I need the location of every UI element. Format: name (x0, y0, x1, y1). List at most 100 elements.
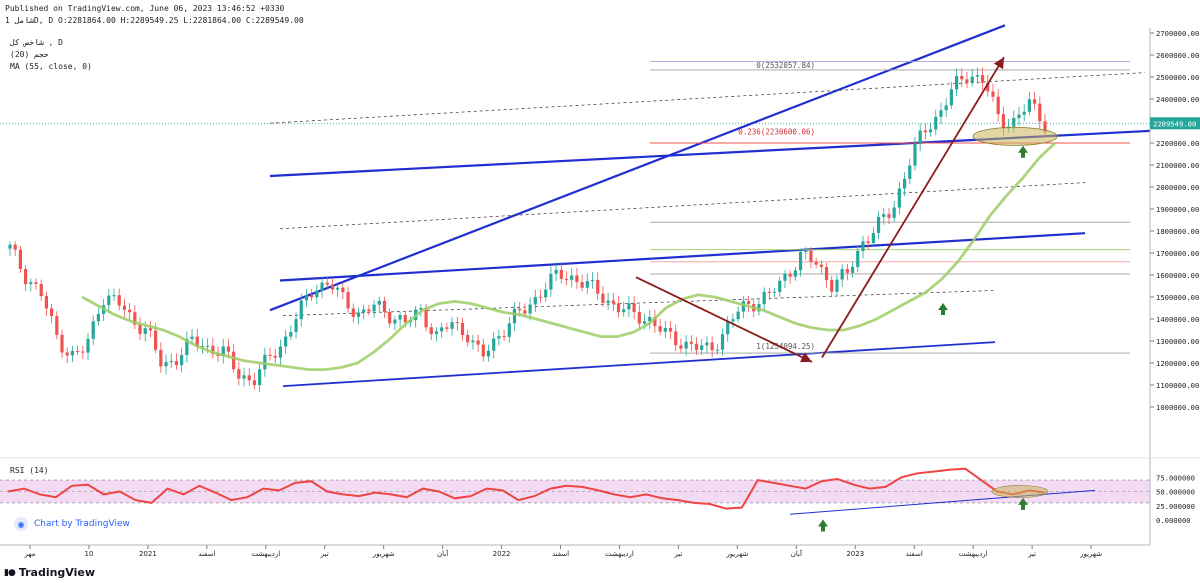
candle-body (174, 360, 179, 366)
candle-body (429, 327, 433, 335)
candle-body (362, 309, 366, 313)
candle-body (289, 331, 293, 337)
rsi-highlight (991, 485, 1049, 498)
candle-body (975, 75, 979, 77)
candle-body (679, 345, 683, 349)
candle-body (694, 343, 699, 350)
x-tick-label: شهریور (725, 550, 748, 558)
candle-body (185, 338, 189, 356)
candle-body (492, 338, 496, 351)
legend-volume[interactable]: (20) حجم (10, 50, 49, 59)
candle-body (18, 249, 23, 269)
ma-55-line (81, 141, 1056, 371)
candle-body (341, 287, 345, 293)
candle-body (1032, 99, 1037, 104)
candle-body (466, 334, 470, 343)
candle-body (684, 341, 688, 349)
candle-body (1027, 99, 1031, 112)
candle-body (960, 75, 964, 80)
candle-body (112, 295, 116, 297)
chart-by-tradingview-link[interactable]: ◉ Chart by TradingView (14, 517, 130, 531)
legend-ma[interactable]: MA (55, close, 0) (10, 62, 92, 71)
candle-body (460, 322, 465, 335)
candle-body (336, 287, 340, 290)
candle-body (518, 308, 522, 311)
candle-body (939, 110, 943, 117)
ohlc-line: شامل 1D, D O:2281864.00 H:2289549.25 L:2… (5, 16, 304, 25)
rsi-up-marker-icon (818, 519, 828, 532)
y-tick-label: 2700000.00 (1156, 29, 1199, 38)
candle-body (575, 275, 579, 283)
candle-body (648, 316, 652, 322)
candle-body (897, 188, 901, 208)
x-tick-label: 10 (84, 550, 93, 558)
candle-body (278, 346, 283, 358)
fib-level-label: 0(2532057.84) (756, 61, 815, 70)
candle-body (606, 300, 610, 303)
candle-body (715, 349, 719, 351)
candle-body (476, 340, 480, 345)
candle-body (294, 319, 298, 332)
candle-body (424, 307, 428, 328)
rsi-label[interactable]: RSI (14) (10, 466, 49, 475)
candle-body (242, 375, 246, 379)
legend-symbol[interactable]: شاخص کل , D (10, 38, 63, 47)
tradingview-logo[interactable]: ▮● TradingView (4, 566, 95, 579)
candle-body (918, 130, 922, 144)
candle-body (122, 305, 127, 310)
candle-body (299, 300, 303, 320)
candle-body (653, 316, 657, 327)
channel-line (279, 232, 1086, 282)
x-tick-label: اردیبهشت (605, 550, 634, 558)
fib-level-label: 0.236(2230600.06) (738, 127, 815, 136)
last-price-badge (1150, 117, 1200, 130)
candle-body (570, 275, 574, 280)
candle-body (788, 273, 792, 277)
candle-body (554, 269, 558, 274)
candle-body (1012, 118, 1016, 127)
fib-level-label: 1(1254094.25) (756, 342, 815, 351)
candle-body (814, 261, 818, 265)
candle-body (663, 328, 667, 332)
x-tick-label: 2021 (139, 550, 157, 558)
candle-body (767, 291, 771, 293)
candle-body (949, 89, 953, 106)
candle-body (850, 266, 855, 273)
candle-body (611, 300, 615, 304)
candle-body (273, 355, 277, 358)
candle-body (559, 269, 563, 279)
candle-body (1022, 111, 1026, 115)
candle-body (954, 75, 959, 90)
candle-body (403, 314, 407, 323)
y-tick-label: 1100000.00 (1156, 381, 1199, 390)
candle-body (65, 352, 69, 356)
candle-body (195, 336, 199, 347)
candle-body (793, 270, 797, 277)
candle-body (892, 207, 896, 218)
candle-body (268, 354, 272, 356)
candle-body (440, 327, 444, 332)
x-tick-label: تیر (1027, 550, 1036, 558)
y-tick-label: 1900000.00 (1156, 205, 1199, 214)
candle-body (486, 350, 491, 357)
candle-body (372, 304, 376, 312)
x-tick-label: اسفند (198, 550, 215, 558)
candle-body (180, 355, 184, 366)
candle-body (528, 304, 532, 314)
candle-body (497, 336, 501, 339)
candle-body (637, 312, 641, 324)
candle-body (24, 268, 28, 285)
y-tick-label: 1600000.00 (1156, 271, 1199, 280)
candle-body (1043, 121, 1047, 132)
chart-by-label: Chart by TradingView (34, 519, 130, 529)
candle-body (512, 308, 517, 324)
x-tick-label: اردیبهشت (251, 550, 280, 558)
y-tick-label: 2500000.00 (1156, 73, 1199, 82)
candle-body (627, 303, 631, 310)
candle-body (367, 309, 371, 312)
rsi-tick-label: 0.000000 (1156, 516, 1191, 525)
candle-body (221, 346, 225, 356)
candle-body (237, 369, 241, 379)
candle-body (29, 282, 33, 285)
